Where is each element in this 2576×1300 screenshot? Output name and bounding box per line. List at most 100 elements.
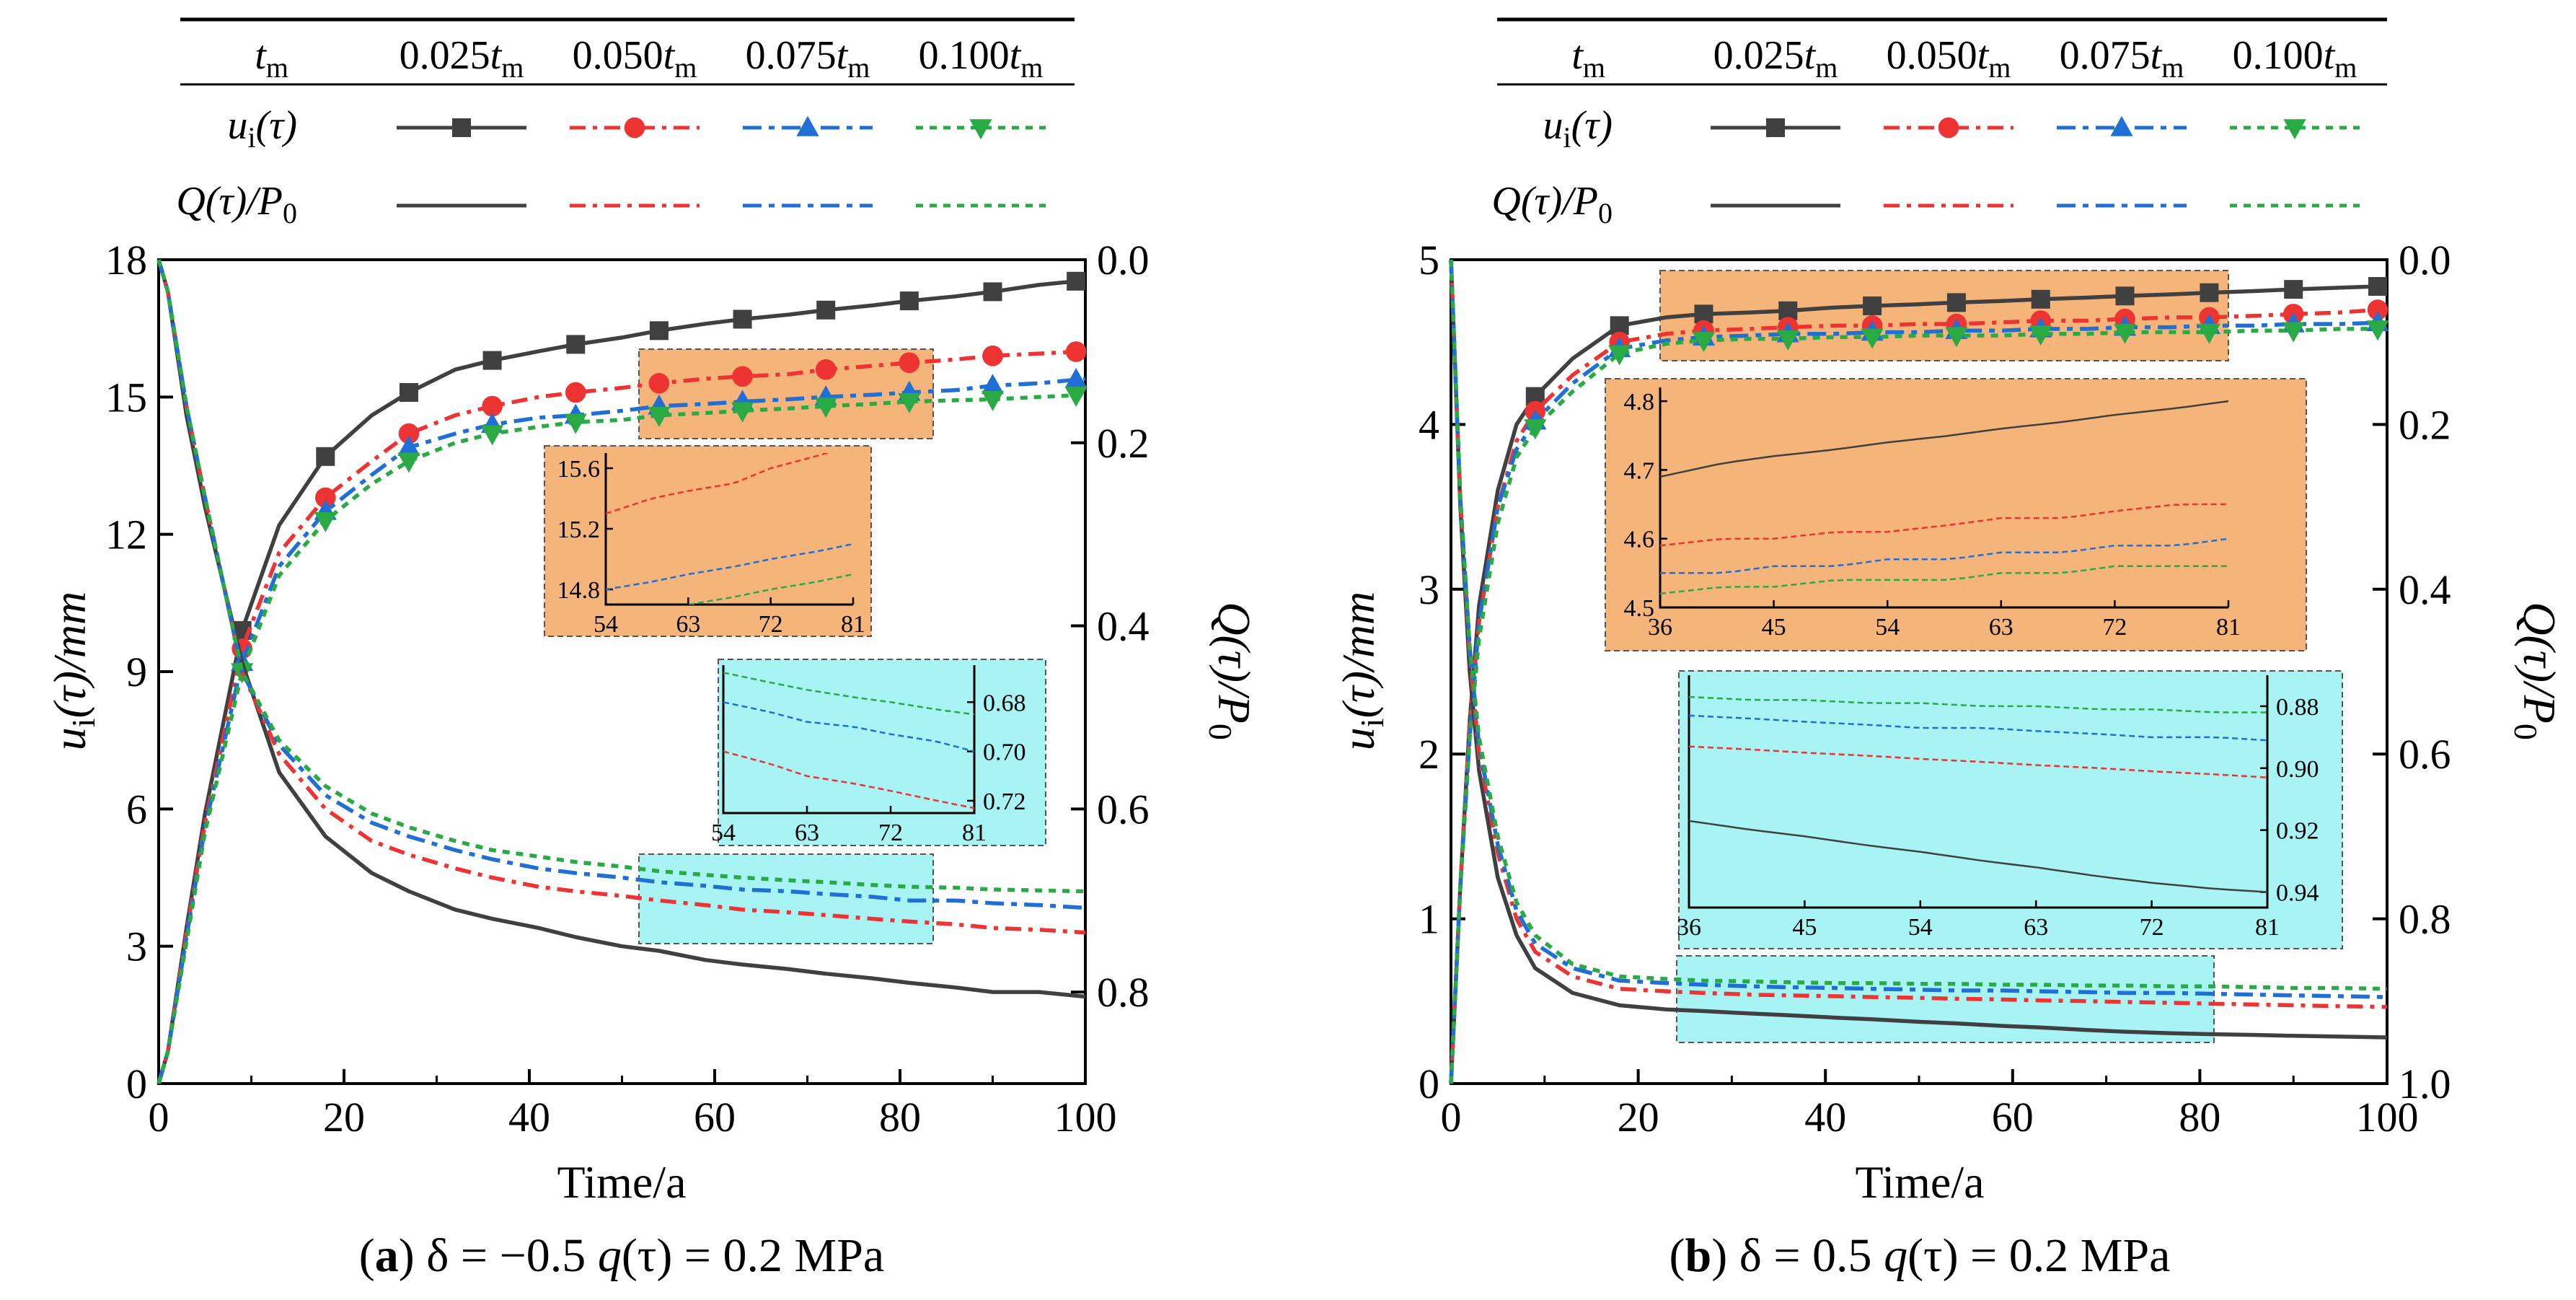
legend-row-u: ui(τ) — [1543, 103, 1613, 154]
u-marker-2 — [398, 423, 420, 444]
x-tick-label: 20 — [323, 1094, 365, 1141]
inset-x-tick-label: 54 — [1908, 914, 1933, 941]
y2-tick-label: 0.0 — [2399, 237, 2451, 284]
y-axis-label-b: ui(τ)/mm — [1333, 592, 1390, 751]
legend-u-marker-1 — [452, 118, 471, 137]
q-curve-1 — [1449, 259, 2388, 1040]
caption-a: (a) δ = −0.5 q(τ) = 0.2 MPa — [359, 1229, 884, 1282]
inset-y-tick-label: 0.88 — [2276, 694, 2319, 721]
inset-curve-1 — [606, 241, 853, 340]
legend-col-1: 0.025tm — [400, 33, 524, 84]
u-marker-2 — [565, 382, 586, 403]
inset-y-tick-label: 0.92 — [2276, 818, 2319, 845]
u-marker-3 — [981, 374, 1005, 395]
y2-tick-label: 0.8 — [1097, 969, 1150, 1016]
u-marker-4 — [314, 511, 337, 532]
y-tick-label: 3 — [1419, 566, 1439, 613]
q-curve-2 — [1449, 259, 2388, 1009]
inset-x-tick-label: 63 — [2024, 914, 2048, 941]
inset-y-tick-label: 15.2 — [557, 517, 601, 543]
inset-axis — [1688, 675, 2269, 909]
u-marker-2 — [315, 487, 336, 509]
inset-curves — [606, 241, 853, 605]
inset-x-tick-label: 81 — [841, 611, 865, 638]
inset-x-tick-label: 72 — [878, 820, 903, 846]
u-marker-1 — [1067, 271, 1086, 291]
inset-curve-2 — [606, 453, 831, 515]
zoom-box-bottom-a — [638, 853, 934, 944]
u-marker-1 — [733, 309, 752, 329]
y2-tick-label: 0.2 — [2399, 401, 2451, 448]
x-tick-label: 80 — [2179, 1094, 2220, 1141]
panel-a: tm 0.025tm 0.050tm 0.075tm 0.100tm ui(τ)… — [44, 17, 1260, 1282]
legend-col-4: 0.100tm — [2233, 33, 2357, 84]
x-tick-label: 100 — [2356, 1094, 2419, 1141]
x-tick-label: 0 — [149, 1094, 169, 1141]
y-tick-label: 15 — [105, 374, 147, 421]
y-tick-label: 6 — [126, 786, 147, 833]
inset-axis — [722, 665, 976, 814]
legend-u-marker-3 — [796, 115, 819, 136]
legend-u-marker-1 — [1766, 118, 1785, 137]
u-marker-4 — [1524, 419, 1547, 440]
inset-y-tick-label: 4.8 — [1624, 389, 1655, 416]
legend-u-marker-2 — [1938, 117, 1959, 139]
u-marker-4 — [898, 392, 921, 413]
inset-bottom-a-bg — [718, 659, 1046, 846]
inset-top-a: 54 63 72 81 14.8 15.2 15.6 — [544, 241, 872, 638]
inset-x-tick-label: 45 — [1762, 614, 1786, 641]
u-marker-2 — [732, 366, 753, 387]
y2-tick-label: 0.6 — [1097, 786, 1150, 833]
inset-curve-4 — [684, 573, 853, 605]
inset-y-tick-label: 14.8 — [557, 577, 601, 604]
legend-row-q: Q(τ)/P0 — [1491, 179, 1613, 229]
u-marker-4 — [814, 398, 837, 418]
u-marker-1 — [2284, 280, 2303, 299]
x-tick-label: 0 — [1441, 1094, 1462, 1141]
u-marker-1 — [2031, 289, 2050, 309]
inset-x-tick-label: 81 — [2255, 914, 2280, 941]
y-tick-label: 0 — [126, 1060, 147, 1107]
legend-header-label: tm — [255, 33, 288, 84]
q-curve-3 — [1449, 259, 2388, 999]
inset-y-tick-label: 0.72 — [983, 789, 1026, 815]
inset-y-tick-label: 0.94 — [2276, 880, 2319, 907]
inset-curve-4 — [1660, 565, 2228, 595]
q-curve-4 — [1449, 259, 2388, 991]
inset-x-tick-label: 63 — [676, 611, 700, 638]
u-marker-3 — [1064, 367, 1088, 388]
u-curve-3 — [1449, 320, 2388, 1084]
y-tick-label: 18 — [105, 237, 147, 284]
legend-row-u: ui(τ) — [228, 103, 297, 154]
u-marker-1 — [399, 382, 418, 402]
inset-top-b-bg — [1605, 378, 2307, 651]
u-marker-4 — [2029, 325, 2052, 346]
inset-curves — [1689, 695, 2267, 893]
legend-col-3: 0.075tm — [746, 33, 870, 84]
inset-x-tick-label: 81 — [962, 820, 987, 846]
inset-bottom-b: 36 45 54 63 72 81 0.88 0.90 0.92 0.94 — [1677, 670, 2343, 949]
y-tick-label: 3 — [126, 923, 147, 970]
inset-curve-3 — [1689, 714, 2267, 742]
inset-x-tick-label: 63 — [795, 820, 819, 846]
y-tick-label: 9 — [126, 649, 147, 695]
u-marker-4 — [397, 452, 420, 473]
u-marker-1 — [566, 335, 586, 354]
inset-x-tick-label: 54 — [1875, 614, 1900, 641]
x-tick-label: 80 — [879, 1094, 921, 1141]
inset-bottom-a: 54 63 72 81 0.68 0.70 0.72 — [711, 659, 1046, 846]
y2-tick-label: 0.8 — [2399, 896, 2451, 943]
inset-curve-2 — [1689, 745, 2267, 778]
inset-x-tick-label: 72 — [759, 611, 783, 638]
x-tick-label: 40 — [508, 1094, 550, 1141]
legend-col-2: 0.050tm — [573, 33, 697, 84]
inset-curve-3 — [1660, 537, 2228, 574]
legend-u-marker-4 — [2283, 119, 2306, 140]
caption-b: (b) δ = 0.5 q(τ) = 0.2 MPa — [1669, 1229, 2171, 1282]
legend-u-marker-3 — [2110, 115, 2133, 136]
y-tick-label: 2 — [1419, 731, 1439, 778]
inset-x-tick-label: 54 — [711, 820, 736, 846]
u-marker-1 — [649, 321, 669, 341]
